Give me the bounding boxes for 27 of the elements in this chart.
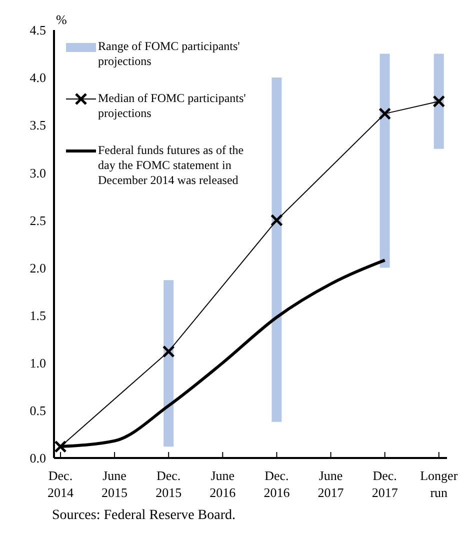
y-tick-label: 3.0 bbox=[30, 165, 46, 180]
x-tick-label: June 2015 bbox=[102, 468, 128, 500]
y-tick-label: 4.5 bbox=[30, 22, 46, 38]
source-note: Sources: Federal Reserve Board. bbox=[52, 508, 236, 524]
x-tick-label: Dec. 2016 bbox=[264, 468, 290, 500]
y-tick-label: 0.0 bbox=[30, 450, 46, 466]
bar bbox=[434, 54, 444, 149]
legend-label: Median of FOMC participants' projections bbox=[98, 91, 246, 121]
bar bbox=[164, 280, 174, 447]
y-tick-label: 1.0 bbox=[30, 356, 46, 371]
y-axis-title: % bbox=[56, 12, 67, 28]
legend-label: Range of FOMC participants' projections bbox=[98, 39, 241, 69]
x-tick-label: Longer run bbox=[420, 468, 458, 500]
y-tick-label: 0.5 bbox=[30, 403, 46, 418]
x-tick-label: Dec. 2014 bbox=[47, 468, 74, 500]
x-tick-label: June 2016 bbox=[210, 468, 236, 500]
x-tick-label: Dec. 2015 bbox=[156, 468, 182, 500]
y-tick-label: 1.5 bbox=[30, 308, 46, 323]
y-tick-label: 3.5 bbox=[30, 118, 46, 133]
legend-label: Federal funds futures as of the day the FOMC statement in December 2014 was released bbox=[98, 143, 245, 188]
bar bbox=[272, 78, 282, 422]
y-tick-label: 4.0 bbox=[30, 70, 46, 86]
x-tick-label: June 2017 bbox=[318, 468, 344, 500]
y-tick-label: 2.5 bbox=[30, 212, 46, 228]
x-tick-label: Dec. 2017 bbox=[372, 468, 398, 500]
y-tick-label: 2.0 bbox=[30, 260, 46, 276]
bar bbox=[380, 54, 390, 268]
